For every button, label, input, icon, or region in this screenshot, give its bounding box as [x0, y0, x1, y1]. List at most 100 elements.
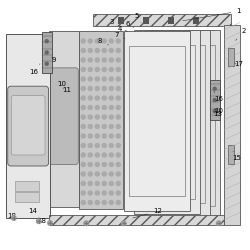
- Bar: [159, 45, 215, 206]
- Circle shape: [81, 58, 85, 62]
- Circle shape: [102, 106, 106, 110]
- Circle shape: [116, 182, 120, 186]
- Circle shape: [88, 191, 92, 195]
- Circle shape: [109, 96, 113, 100]
- Circle shape: [95, 172, 99, 176]
- Circle shape: [88, 48, 92, 52]
- Bar: [228, 145, 234, 164]
- Circle shape: [88, 182, 92, 186]
- Circle shape: [109, 86, 113, 90]
- Text: 11: 11: [62, 88, 71, 94]
- Circle shape: [102, 124, 106, 128]
- Circle shape: [116, 153, 120, 157]
- Bar: [168, 18, 174, 24]
- Circle shape: [116, 58, 120, 62]
- Circle shape: [102, 96, 106, 100]
- Circle shape: [88, 96, 92, 100]
- Text: 12: 12: [133, 208, 162, 218]
- Bar: [129, 46, 185, 196]
- Bar: [118, 18, 124, 24]
- Circle shape: [95, 200, 99, 204]
- Circle shape: [81, 153, 85, 157]
- Circle shape: [45, 40, 48, 43]
- Circle shape: [109, 144, 113, 148]
- Text: 16: 16: [29, 64, 40, 76]
- Circle shape: [116, 86, 120, 90]
- Circle shape: [102, 77, 106, 81]
- Circle shape: [81, 115, 85, 119]
- Circle shape: [213, 110, 216, 113]
- Circle shape: [109, 153, 113, 157]
- Circle shape: [116, 172, 120, 176]
- Circle shape: [102, 200, 106, 204]
- Text: 9: 9: [52, 57, 56, 63]
- Circle shape: [81, 68, 85, 71]
- Text: 4: 4: [118, 26, 128, 32]
- Circle shape: [116, 162, 120, 166]
- Circle shape: [81, 77, 85, 81]
- Circle shape: [45, 62, 48, 65]
- Text: 10: 10: [57, 81, 66, 87]
- Circle shape: [81, 134, 85, 138]
- Circle shape: [88, 86, 92, 90]
- Circle shape: [12, 216, 16, 220]
- Circle shape: [116, 48, 120, 52]
- Circle shape: [109, 58, 113, 62]
- Bar: [42, 32, 51, 72]
- Bar: [142, 18, 149, 24]
- Circle shape: [102, 134, 106, 138]
- Bar: [210, 80, 220, 120]
- Circle shape: [88, 134, 92, 138]
- Circle shape: [95, 182, 99, 186]
- Circle shape: [81, 200, 85, 204]
- Circle shape: [95, 48, 99, 52]
- Circle shape: [116, 124, 120, 128]
- Circle shape: [81, 48, 85, 52]
- Bar: [79, 31, 122, 209]
- Circle shape: [102, 115, 106, 119]
- Circle shape: [95, 134, 99, 138]
- Text: 10: 10: [214, 108, 223, 114]
- Circle shape: [102, 68, 106, 71]
- Circle shape: [102, 48, 106, 52]
- Circle shape: [116, 115, 120, 119]
- Circle shape: [88, 200, 92, 204]
- Circle shape: [95, 86, 99, 90]
- Circle shape: [88, 162, 92, 166]
- Bar: [124, 30, 190, 210]
- Circle shape: [109, 39, 113, 43]
- Bar: [49, 31, 79, 207]
- Circle shape: [81, 86, 85, 90]
- Circle shape: [95, 191, 99, 195]
- Bar: [154, 30, 220, 221]
- Text: 3: 3: [109, 20, 120, 26]
- Bar: [6, 34, 50, 218]
- Circle shape: [109, 124, 113, 128]
- Circle shape: [109, 191, 113, 195]
- Circle shape: [109, 77, 113, 81]
- Circle shape: [36, 219, 41, 224]
- Text: 18: 18: [7, 213, 16, 219]
- Bar: [92, 14, 231, 26]
- Circle shape: [45, 51, 48, 54]
- Circle shape: [109, 172, 113, 176]
- Circle shape: [88, 115, 92, 119]
- Circle shape: [213, 98, 216, 102]
- Circle shape: [116, 77, 120, 81]
- FancyBboxPatch shape: [11, 96, 45, 155]
- Circle shape: [81, 182, 85, 186]
- Circle shape: [84, 221, 88, 226]
- Circle shape: [81, 39, 85, 43]
- Bar: [192, 18, 199, 24]
- Bar: [224, 25, 240, 225]
- Circle shape: [88, 106, 92, 110]
- Circle shape: [109, 115, 113, 119]
- FancyBboxPatch shape: [49, 68, 78, 164]
- Bar: [139, 45, 195, 199]
- Bar: [144, 30, 210, 218]
- Circle shape: [102, 182, 106, 186]
- Circle shape: [88, 77, 92, 81]
- Text: 16: 16: [214, 91, 223, 102]
- Circle shape: [95, 115, 99, 119]
- Circle shape: [95, 96, 99, 100]
